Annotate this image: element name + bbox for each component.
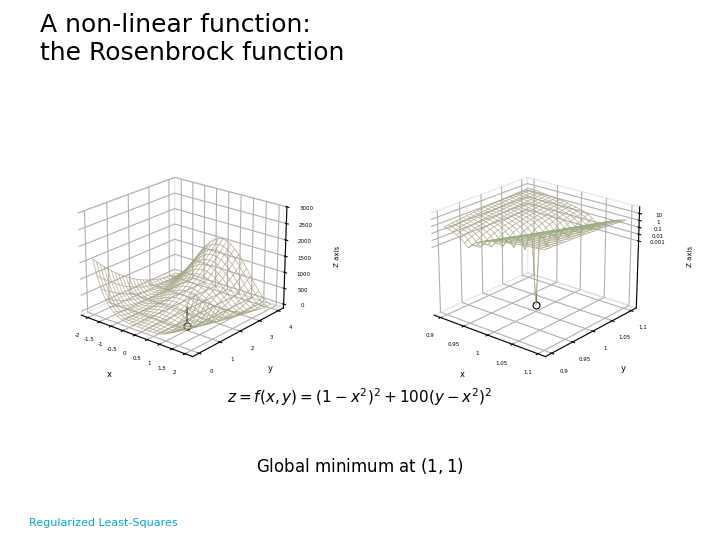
Y-axis label: y: y — [621, 364, 626, 373]
X-axis label: x: x — [107, 370, 112, 379]
Text: $z = f(x, y) = (1 - x^2)^2 + 100(y - x^2)^2$: $z = f(x, y) = (1 - x^2)^2 + 100(y - x^2… — [228, 386, 492, 408]
Text: Global minimum at $(1, 1)$: Global minimum at $(1, 1)$ — [256, 456, 464, 476]
Y-axis label: y: y — [268, 364, 273, 373]
Text: A non-linear function:
the Rosenbrock function: A non-linear function: the Rosenbrock fu… — [40, 14, 344, 65]
X-axis label: x: x — [459, 370, 464, 379]
Text: Regularized Least-Squares: Regularized Least-Squares — [29, 518, 177, 528]
